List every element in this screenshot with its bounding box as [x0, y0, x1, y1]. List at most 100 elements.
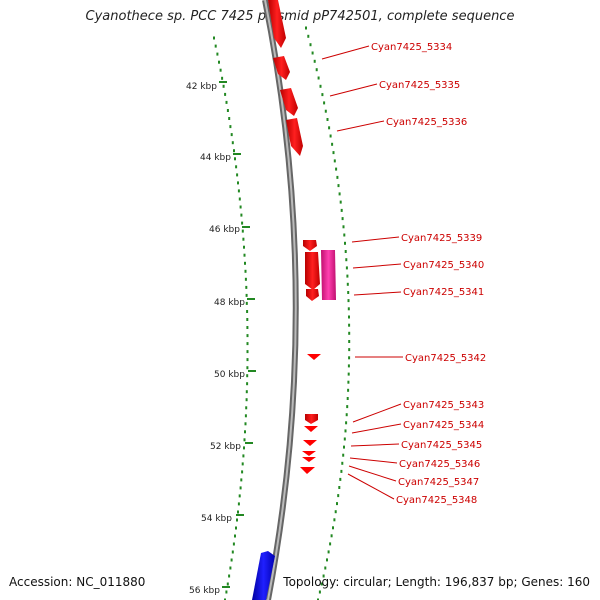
gene-label-5342: Cyan7425_5342 — [405, 353, 486, 364]
innerTrack-dot — [246, 382, 249, 386]
outerTrack-dot — [307, 34, 310, 38]
innerTrack-dot — [222, 84, 225, 88]
innerTrack-dot — [229, 566, 232, 570]
innerTrack-dot — [246, 358, 249, 362]
outerTrack-dot — [346, 274, 349, 278]
innerTrack-dot — [244, 269, 247, 273]
tick-label-44: 44 kbp — [200, 153, 231, 163]
gene-label-5336: Cyan7425_5336 — [386, 117, 467, 128]
innerTrack-dot — [244, 261, 246, 265]
innerTrack-dot — [219, 68, 222, 72]
tick-mark-48 — [247, 298, 255, 300]
outerTrack-dot — [348, 340, 351, 343]
outerTrack-dot — [335, 167, 338, 171]
leader-5345 — [350, 443, 400, 447]
leader-5336 — [336, 120, 385, 132]
innerTrack-dot — [231, 141, 234, 145]
innerTrack-dot — [241, 221, 244, 225]
outerTrack-dot — [340, 208, 343, 212]
outerTrack-dot — [324, 109, 327, 113]
innerTrack-dot — [240, 478, 243, 482]
innerTrack-dot — [245, 285, 248, 289]
leader-5346 — [349, 457, 398, 464]
innerTrack-dot — [241, 470, 244, 474]
outerTrack-dot — [336, 502, 338, 506]
outerTrack-dot — [344, 241, 346, 245]
innerTrack-dot — [246, 334, 249, 338]
label-leaders — [321, 45, 403, 500]
outerTrack-dot — [345, 413, 348, 417]
innerTrack-dot — [238, 197, 241, 201]
outerTrack-dot — [340, 469, 343, 473]
innerTrack-dot — [236, 173, 239, 177]
innerTrack-dot — [241, 462, 244, 466]
outerTrack-dot — [332, 151, 335, 155]
outerTrack-dot — [345, 421, 348, 425]
innerTrack-dot — [245, 398, 248, 402]
innerTrack-dot — [228, 117, 231, 120]
outerTrack-dot — [348, 315, 350, 319]
gene-label-5345: Cyan7425_5345 — [401, 440, 482, 451]
gene-glyphs — [252, 0, 336, 600]
innerTrack-dot — [221, 76, 224, 80]
outerTrack-dot — [333, 518, 336, 522]
innerTrack-dot — [245, 406, 248, 410]
gene-glyph-5343 — [305, 414, 318, 424]
outerTrack-dot — [323, 101, 326, 105]
innerTrack-dot — [246, 350, 249, 354]
innerTrack-dot — [245, 390, 248, 394]
outerTrack-dot — [324, 566, 327, 570]
outerTrack-dot — [334, 510, 337, 514]
innerTrack-dot — [226, 582, 229, 586]
innerTrack-dot — [237, 181, 239, 185]
innerTrack-dot — [218, 60, 220, 64]
outerTrack-dot — [347, 291, 350, 294]
innerTrack-dot — [229, 125, 232, 129]
innerTrack-dot — [238, 494, 241, 498]
gene-glyph-5340b — [306, 289, 319, 301]
outerTrack-dot — [338, 192, 341, 196]
innerTrack-dot — [243, 245, 245, 249]
innerTrack-dot — [244, 430, 246, 434]
innerTrack-dot — [246, 342, 249, 346]
innerTrack-dot — [234, 157, 236, 161]
gene-label-5344: Cyan7425_5344 — [403, 420, 484, 431]
innerTrack-dot — [224, 598, 226, 600]
outerTrack-dot — [339, 200, 342, 204]
innerTrack-dot — [226, 109, 229, 112]
innerTrack-dot — [246, 374, 249, 378]
outerTrack-dot — [309, 43, 312, 47]
innerTrack-dot — [243, 438, 246, 442]
tick-mark-42 — [219, 81, 227, 83]
leader-5340 — [352, 263, 402, 269]
innerTrack-dot — [243, 253, 246, 257]
backbone-arc-highlight — [264, 0, 297, 600]
outerTrack-dot — [329, 134, 332, 138]
tick-mark-46 — [242, 226, 250, 228]
innerTrack-dot — [237, 189, 240, 193]
outerTrack-dot — [315, 68, 318, 72]
innerTrack-dot — [245, 301, 248, 305]
leader-5334 — [321, 45, 370, 60]
outerTrack-dot — [341, 461, 344, 465]
map-title: Cyanothece sp. PCC 7425 plasmid pP742501… — [85, 9, 515, 24]
gene-label-5348: Cyan7425_5348 — [396, 495, 477, 506]
outerTrack-dot — [346, 282, 349, 286]
outerTrack-dot — [343, 437, 346, 441]
gene-glyph-5347 — [302, 457, 316, 462]
topology-text: Topology: circular; Length: 196,837 bp; … — [283, 575, 590, 589]
outerTrack-dot — [311, 51, 314, 55]
gene-glyph-5339 — [303, 240, 317, 251]
innerTrack-dot — [237, 510, 239, 514]
outerTrack-dot — [331, 142, 334, 146]
outerTrack-dot — [320, 582, 323, 586]
outerTrack-dot — [313, 59, 316, 63]
outerTrack-dot — [337, 494, 340, 498]
leader-5339 — [351, 236, 400, 243]
tick-labels: 42 kbp 44 kbp 46 kbp 48 kbp 50 kbp 52 kb… — [186, 82, 245, 596]
innerTrack-dot — [235, 165, 238, 169]
innerTrack-dot — [232, 542, 235, 546]
outerTrack-dot — [347, 307, 350, 311]
tick-label-42: 42 kbp — [186, 82, 217, 92]
